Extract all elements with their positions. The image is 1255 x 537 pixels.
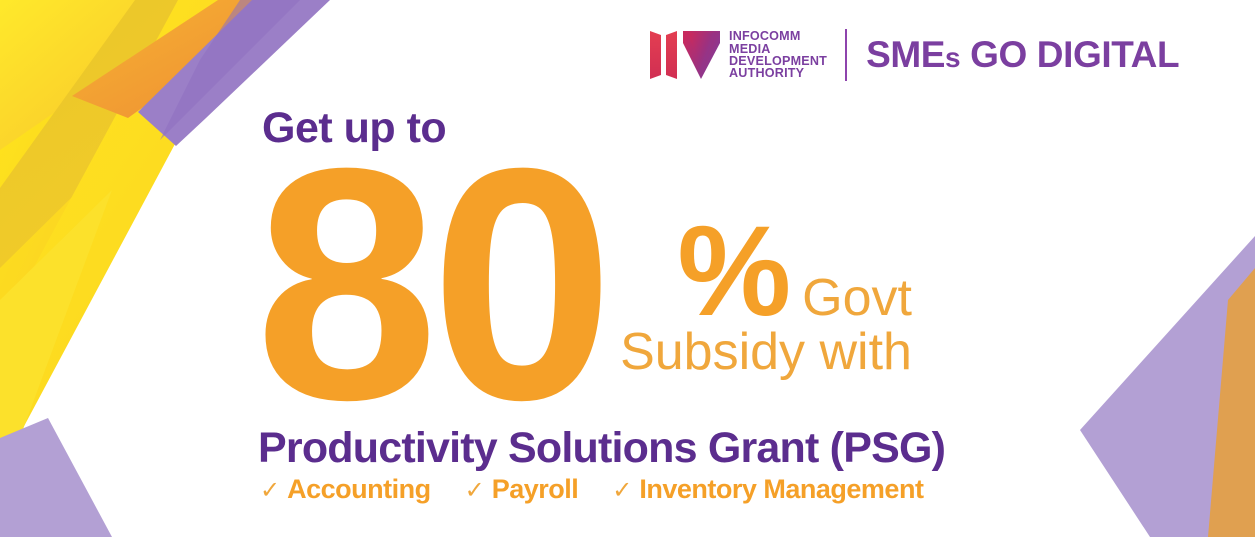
- percent-line: % Govt: [620, 200, 912, 343]
- imda-wordmark-line-1: INFOCOMM: [729, 29, 801, 44]
- feature-label: Inventory Management: [639, 474, 924, 504]
- feature-label: Accounting: [287, 474, 431, 504]
- check-icon: ✓: [260, 477, 281, 504]
- imda-logo-mark: [650, 31, 720, 79]
- subsidy-line-two: Subsidy with: [620, 323, 912, 381]
- left-facet-cluster: [0, 0, 292, 452]
- imda-sme-logo-lockup: INFOCOMM MEDIA DEVELOPMENT AUTHORITY SME…: [648, 24, 1180, 86]
- feature-list: ✓ Accounting ✓ Payroll ✓ Inventory Manag…: [260, 474, 924, 504]
- big-number-80: 80: [255, 99, 614, 468]
- feature-item-accounting: ✓ Accounting: [260, 476, 431, 503]
- programme-name-part3: GO DIGITAL: [960, 34, 1180, 75]
- percent-sign: %: [677, 200, 791, 343]
- feature-item-inventory-management: ✓ Inventory Management: [612, 474, 924, 504]
- logo-divider: [845, 29, 848, 81]
- imda-wordmark: INFOCOMM MEDIA DEVELOPMENT AUTHORITY: [729, 30, 827, 80]
- programme-name-part1: SME: [866, 34, 946, 75]
- imda-wordmark-line-3: DEVELOPMENT: [729, 54, 828, 68]
- check-icon: ✓: [464, 477, 485, 504]
- imda-wordmark-line-4: AUTHORITY: [729, 66, 805, 81]
- right-purple-chevron-outer: [1080, 236, 1255, 537]
- feature-label: Payroll: [491, 474, 579, 504]
- grant-title: Productivity Solutions Grant (PSG): [258, 424, 946, 472]
- headline-get-up-to: Get up to: [262, 104, 447, 152]
- subsidy-word-govt: Govt: [802, 269, 912, 327]
- subsidy-figure-block: 80 % Govt Subsidy with: [255, 99, 912, 468]
- feature-item-payroll: ✓ Payroll: [465, 476, 579, 503]
- imda-wordmark-line-2: MEDIA: [729, 41, 771, 56]
- right-orange-strip: [1208, 268, 1255, 537]
- bottom-left-purple-triangle: [0, 418, 112, 537]
- programme-name: SMEs GO DIGITAL: [866, 34, 1180, 76]
- right-purple-chevron: [1145, 244, 1255, 537]
- programme-name-part2: s: [945, 42, 961, 73]
- check-icon: ✓: [612, 477, 633, 504]
- percent-and-subsidy-text: % Govt Subsidy with: [620, 150, 912, 381]
